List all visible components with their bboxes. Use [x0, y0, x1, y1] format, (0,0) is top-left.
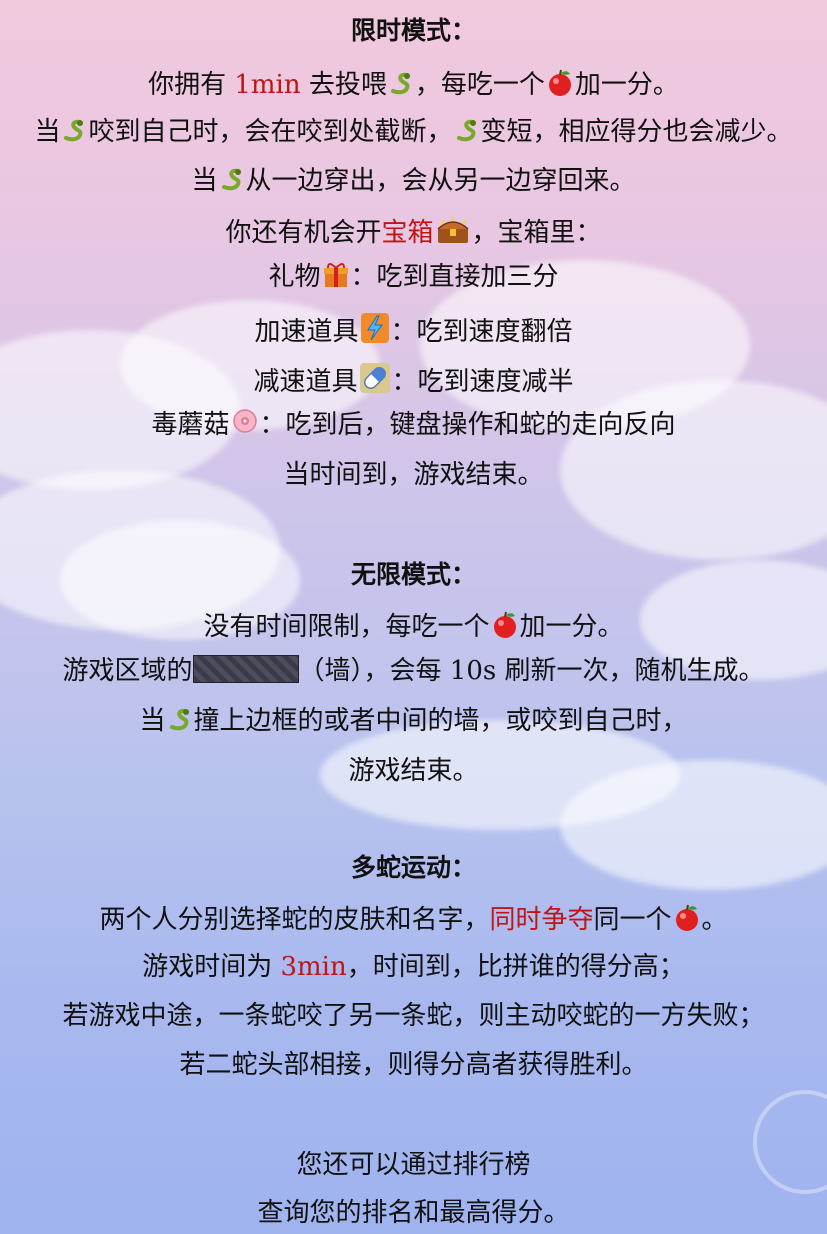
- snake-icon: [221, 168, 241, 191]
- endless-mode-title: 无限模式：: [350, 560, 476, 589]
- snake-icon: [390, 72, 410, 95]
- leaderboard-hint-1: 您还可以通过排行榜: [296, 1150, 531, 1180]
- multi-snake-title: 多蛇运动：: [350, 853, 476, 882]
- leaderboard-hint-2: 查询您的排名和最高得分。: [257, 1198, 570, 1228]
- decorative-seal-icon: [753, 1090, 827, 1194]
- snake-icon: [456, 119, 476, 142]
- timed-end-line: 当时间到，游戏结束。: [283, 460, 544, 490]
- slow-down-line: 减速道具 ：吃到速度减半: [0, 362, 827, 399]
- treasure-chest-icon: [436, 217, 469, 243]
- timed-line-1: 你拥有 1min 去投喂 ，每吃一个 加一分。: [148, 69, 679, 100]
- apple-icon: [548, 69, 571, 96]
- multi-line-3: 若游戏中途，一条蛇咬了另一条蛇，则主动咬蛇的一方失败；: [62, 1001, 765, 1031]
- timed-line-3: 当从一边穿出，会从另一边穿回来。: [191, 166, 636, 196]
- refresh-interval: 10s: [449, 656, 497, 686]
- multi-line-4: 若二蛇头部相接，则得分高者获得胜利。: [179, 1050, 648, 1080]
- timed-line-2: 当咬到自己时，会在咬到处截断， 变短，相应得分也会减少。: [34, 117, 793, 147]
- lightning-icon: [360, 313, 389, 343]
- endless-line-1: 没有时间限制，每吃一个 加一分。: [203, 611, 624, 642]
- compete-highlight: 同时争夺: [489, 905, 594, 935]
- snake-icon: [64, 119, 84, 142]
- mushroom-icon: [232, 409, 257, 433]
- gift-icon: [323, 263, 348, 287]
- multi-line-2: 游戏时间为 3min，时间到，比拼谁的得分高；: [142, 952, 685, 982]
- mushroom-line: 毒蘑菇 ：吃到后，键盘操作和蛇的走向反向: [151, 409, 676, 440]
- apple-icon: [493, 611, 516, 638]
- apple-icon: [675, 904, 698, 931]
- treasure-chest-label: 宝箱: [381, 218, 434, 248]
- snake-icon: [169, 708, 189, 731]
- gift-line: 礼物 ：吃到直接加三分: [268, 262, 559, 292]
- pill-icon: [359, 363, 390, 393]
- endless-line-3: 当撞上边框的或者中间的墙，或咬到自己时，: [139, 706, 688, 736]
- timed-mode-title: 限时模式：: [350, 16, 476, 45]
- endless-line-2: 游戏区域的 （墙），会每 10s 刷新一次，随机生成。: [62, 655, 765, 686]
- multi-time-limit: 3min: [280, 952, 347, 982]
- speed-up-line: 加速道具 ：吃到速度翻倍: [0, 312, 827, 349]
- timed-line-4: 你还有机会开宝箱 ，宝箱里：: [225, 217, 602, 248]
- time-limit: 1min: [234, 70, 301, 100]
- wall-block-icon: [192, 655, 299, 683]
- multi-line-1: 两个人分别选择蛇的皮肤和名字，同时争夺同一个。: [99, 904, 728, 935]
- endless-end-line: 游戏结束。: [348, 756, 479, 786]
